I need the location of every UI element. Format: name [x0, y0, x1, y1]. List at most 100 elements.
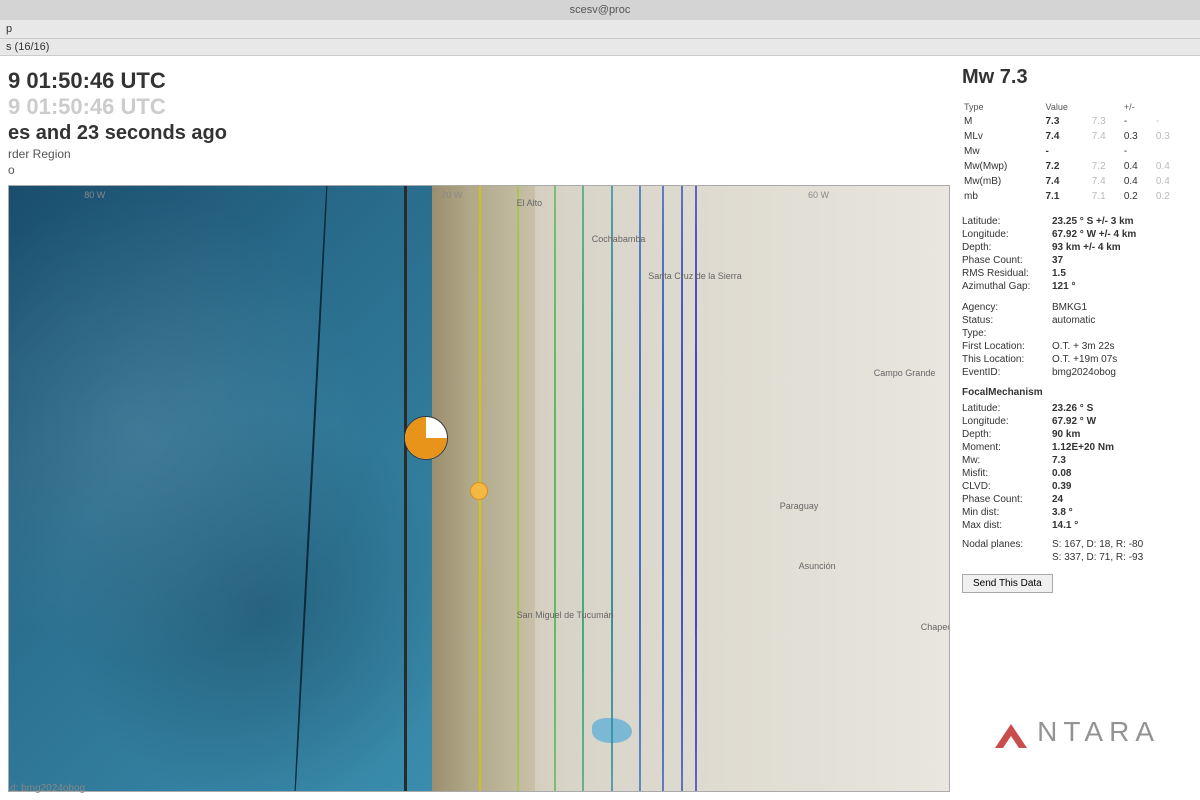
kv-label: Azimuthal Gap: [962, 281, 1052, 292]
place-label: Asunción [799, 561, 836, 571]
kv-value: 23.26 ° S [1052, 403, 1093, 414]
footer-event-id: d: bmg2024obog [10, 783, 85, 794]
kv-value: automatic [1052, 315, 1095, 326]
intensity-contour [582, 185, 584, 792]
intensity-contour [554, 185, 556, 792]
kv-value: 7.3 [1052, 455, 1066, 466]
region-label: rder Region [8, 147, 950, 161]
tab-bar[interactable]: s (16/16) [0, 39, 1200, 56]
kv-value: 67.92 ° W +/- 4 km [1052, 229, 1136, 240]
epicenter-marker[interactable] [470, 482, 488, 500]
kv-label: Status: [962, 315, 1052, 326]
kv-value: 14.1 ° [1052, 520, 1078, 531]
place-label: Cochabamba [592, 234, 646, 244]
kv-label: Longitude: [962, 229, 1052, 240]
origin-time-secondary: 9 01:50:46 UTC [8, 94, 950, 120]
kv-row: Phase Count:37 [962, 254, 1188, 267]
content-area: 9 01:50:46 UTC 9 01:50:46 UTC es and 23 … [0, 56, 1200, 800]
intensity-contour [639, 185, 641, 792]
kv-label: First Location: [962, 341, 1052, 352]
kv-value: 1.12E+20 Nm [1052, 442, 1114, 453]
kv-value: 0.08 [1052, 468, 1071, 479]
kv-row: This Location:O.T. +19m 07s [962, 353, 1188, 366]
kv-row: Latitude:23.26 ° S [962, 402, 1188, 415]
table-row: Mw-- [964, 145, 1186, 158]
kv-label: Min dist: [962, 507, 1052, 518]
kv-row: Latitude:23.25 ° S +/- 3 km [962, 215, 1188, 228]
kv-row: CLVD:0.39 [962, 480, 1188, 493]
kv-value: O.T. + 3m 22s [1052, 341, 1115, 352]
kv-value: 67.92 ° W [1052, 416, 1096, 427]
place-label: San Miguel de Tucumán [517, 610, 614, 620]
kv-value: 3.8 ° [1052, 507, 1073, 518]
kv-row: RMS Residual:1.5 [962, 267, 1188, 280]
kv-label: Latitude: [962, 403, 1052, 414]
kv-row: Phase Count:24 [962, 493, 1188, 506]
kv-row: Longitude:67.92 ° W +/- 4 km [962, 228, 1188, 241]
location-block: Latitude:23.25 ° S +/- 3 kmLongitude:67.… [962, 215, 1188, 293]
kv-label: EventID: [962, 367, 1052, 378]
table-header-row: Type Value +/- [964, 101, 1186, 113]
kv-row: Misfit:0.08 [962, 467, 1188, 480]
kv-row: Agency:BMKG1 [962, 301, 1188, 314]
kv-row: Min dist:3.8 ° [962, 506, 1188, 519]
time-ago: es and 23 seconds ago [8, 122, 950, 145]
menu-bar[interactable]: p [0, 20, 1200, 39]
kv-value: 1.5 [1052, 268, 1066, 279]
kv-row: First Location:O.T. + 3m 22s [962, 340, 1188, 353]
table-row: M7.37.3-- [964, 115, 1186, 128]
kv-label: CLVD: [962, 481, 1052, 492]
focal-mechanism-beachball[interactable] [404, 416, 448, 460]
longitude-label: 80 W [84, 190, 105, 200]
kv-value: 121 ° [1052, 281, 1075, 292]
place-label: Campo Grande [874, 368, 936, 378]
kv-label: Moment: [962, 442, 1052, 453]
subregion-label: o [8, 163, 950, 177]
kv-label: Phase Count: [962, 255, 1052, 266]
map-background: 80 W70 W60 W El AltoCochabambaSanta Cruz… [9, 186, 949, 791]
kv-label: Latitude: [962, 216, 1052, 227]
main-panel: 9 01:50:46 UTC 9 01:50:46 UTC es and 23 … [0, 56, 950, 800]
kv-label: Depth: [962, 429, 1052, 440]
kv-label: This Location: [962, 354, 1052, 365]
kv-value: bmg2024obog [1052, 367, 1116, 378]
send-data-button[interactable]: Send This Data [962, 574, 1053, 593]
place-label: Chapecó [921, 622, 950, 632]
place-label: Paraguay [780, 501, 819, 511]
nodal-plane-2-row: S: 337, D: 71, R: -93 [962, 551, 1188, 564]
app-window: scesv@proc p s (16/16) 9 01:50:46 UTC 9 … [0, 0, 1200, 800]
kv-value: 23.25 ° S +/- 3 km [1052, 216, 1134, 227]
coastline [404, 186, 407, 791]
kv-label: Depth: [962, 242, 1052, 253]
kv-row: Max dist:14.1 ° [962, 519, 1188, 532]
kv-label: Phase Count: [962, 494, 1052, 505]
kv-label: Max dist: [962, 520, 1052, 531]
kv-row: Moment:1.12E+20 Nm [962, 441, 1188, 454]
kv-value: O.T. +19m 07s [1052, 354, 1117, 365]
event-header: 9 01:50:46 UTC 9 01:50:46 UTC es and 23 … [8, 64, 950, 185]
kv-label: Type: [962, 328, 1052, 339]
nodal-plane-1: S: 167, D: 18, R: -80 [1052, 539, 1143, 550]
window-titlebar: scesv@proc [0, 0, 1200, 20]
kv-value: BMKG1 [1052, 302, 1087, 313]
kv-label: Mw: [962, 455, 1052, 466]
meta-block: Agency:BMKG1Status:automaticType:First L… [962, 301, 1188, 379]
map-view[interactable]: 80 W70 W60 W El AltoCochabambaSanta Cruz… [8, 185, 950, 792]
magnitude-title: Mw 7.3 [962, 66, 1188, 89]
place-label: El Alto [517, 198, 543, 208]
focal-block: Latitude:23.26 ° SLongitude:67.92 ° WDep… [962, 402, 1188, 532]
longitude-label: 70 W [441, 190, 462, 200]
kv-row: Depth:93 km +/- 4 km [962, 241, 1188, 254]
kv-value: 0.39 [1052, 481, 1071, 492]
origin-time-primary: 9 01:50:46 UTC [8, 68, 950, 94]
kv-value: 90 km [1052, 429, 1080, 440]
nodal-planes-row: Nodal planes: S: 167, D: 18, R: -80 [962, 538, 1188, 551]
place-label: Santa Cruz de la Sierra [648, 271, 742, 281]
kv-label: RMS Residual: [962, 268, 1052, 279]
kv-row: Type: [962, 327, 1188, 340]
kv-row: Depth:90 km [962, 428, 1188, 441]
intensity-contour [517, 185, 519, 792]
kv-value: 24 [1052, 494, 1063, 505]
nodal-label: Nodal planes: [962, 539, 1052, 550]
kv-row: Status:automatic [962, 314, 1188, 327]
